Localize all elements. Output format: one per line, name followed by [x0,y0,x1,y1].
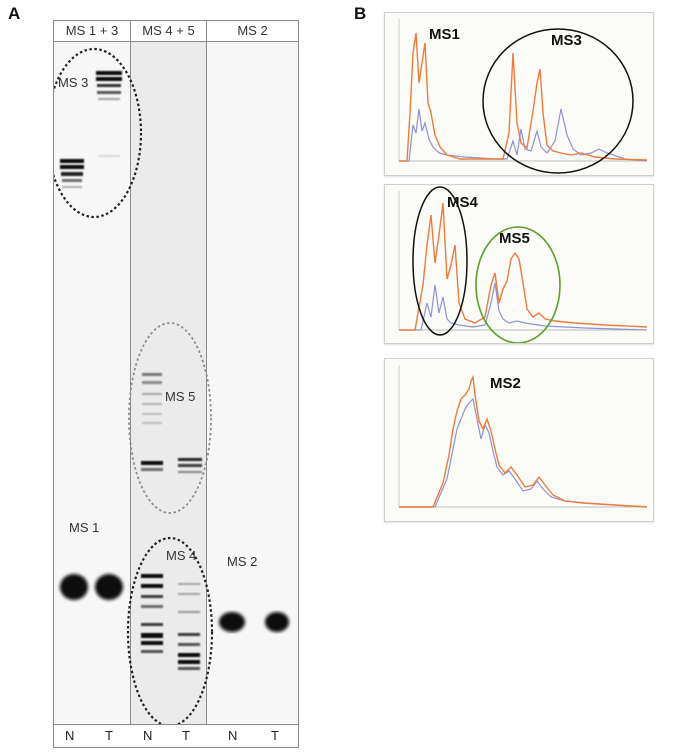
ms3-highlight-circle [482,28,634,174]
lane-label-footer: N T N T N T [54,724,298,747]
ms1-bands [60,574,123,600]
peak-label-ms1: MS1 [429,26,460,43]
electropherogram-3: MS2 [384,358,654,522]
column-header-ms4-ms5: MS 4 + 5 [131,21,206,42]
column-header-ms2: MS 2 [207,21,298,42]
ms3-dotted-circle [54,47,143,219]
ms5-dotted-circle [128,322,212,514]
ms4-dotted-circle [126,536,214,728]
gel-bands-svg [54,47,289,728]
ms5-bands-t [178,458,202,473]
ms1-label: MS 1 [69,520,100,535]
ms2-label: MS 2 [227,554,258,569]
peak-label-ms3: MS3 [551,32,582,49]
ms5-bands-n [141,373,163,471]
ms3-label: MS 3 [58,75,89,90]
lane-n-3: N [228,728,238,743]
ms2-bands [219,612,289,632]
ms4-ms5-highlight-circles [412,186,561,343]
gel-panel: MS 1 + 3 MS 4 + 5 MS 2 [53,20,299,748]
lane-t-3: T [271,728,279,743]
column-header-ms1-ms3: MS 1 + 3 [54,21,130,42]
ms4-bands-t [178,583,200,670]
column-divider [130,21,131,747]
electropherogram-2: MS4 MS5 [384,184,654,344]
electropherogram-2-plot [398,191,648,331]
lane-t-1: T [105,728,113,743]
ms3-bands-n [60,159,84,188]
ms4-label: MS 4 [166,548,197,563]
lane-n-2: N [143,728,153,743]
electropherogram-1: MS1 MS3 [384,12,654,176]
ms5-label: MS 5 [165,389,196,404]
panel-b-letter: B [354,4,367,23]
peak-label-ms2: MS2 [490,375,521,392]
ms3-bands-t [96,71,122,157]
electropherogram-1-plot [398,19,648,162]
electropherogram-3-plot [398,365,648,508]
peak-label-ms5: MS5 [499,230,530,247]
lane-n-1: N [65,728,75,743]
lane-t-2: T [182,728,190,743]
panel-a-letter: A [8,4,21,23]
ms4-bands-n [141,574,163,653]
column-divider [206,21,207,747]
